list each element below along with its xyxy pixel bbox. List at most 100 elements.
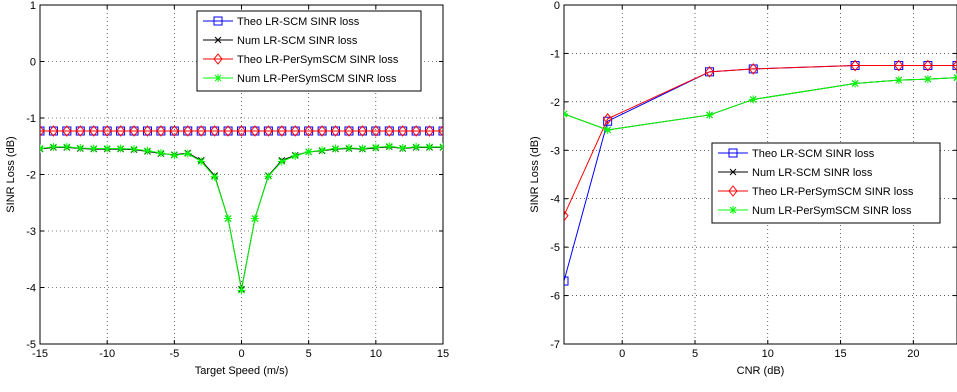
data-point-marker — [331, 144, 340, 153]
x-tick-label: -15 — [32, 348, 48, 360]
legend-swatch-marker — [729, 206, 737, 214]
data-point-marker — [358, 144, 367, 153]
y-tick-label: -3 — [26, 226, 36, 238]
x-tick-label: -10 — [99, 348, 115, 360]
data-point-marker — [384, 125, 394, 137]
series-line — [564, 77, 957, 131]
x-tick-label: 15 — [437, 348, 449, 360]
data-point-marker — [290, 125, 300, 137]
data-point-marker — [62, 125, 72, 137]
data-point-marker — [169, 125, 179, 137]
data-point-marker — [89, 144, 98, 153]
data-point-marker — [40, 125, 45, 137]
x-tick-label: 0 — [619, 348, 625, 360]
data-point-marker — [89, 125, 99, 137]
data-point-marker — [224, 214, 233, 223]
data-point-marker — [76, 143, 85, 152]
legend-swatch-marker — [214, 36, 222, 44]
x-tick-label: 5 — [306, 348, 312, 360]
legend-entry-label: Num LR-SCM SINR loss — [237, 35, 358, 47]
data-point-marker — [749, 95, 758, 104]
legend-swatch-marker — [728, 148, 738, 158]
data-point-marker — [603, 116, 613, 126]
y-tick-label: -4 — [26, 283, 36, 295]
legend-entry-label: Num LR-PerSymSCM SINR loss — [752, 205, 912, 217]
data-point-marker — [277, 125, 287, 137]
data-point-marker — [923, 59, 933, 72]
data-point-marker — [116, 144, 125, 153]
legend-entry-label: Theo LR-SCM SINR loss — [752, 148, 875, 160]
series-line — [564, 65, 957, 216]
data-point-marker — [564, 209, 569, 222]
data-point-marker — [424, 125, 435, 137]
data-point-marker — [603, 113, 613, 125]
legend-swatch-marker — [213, 53, 223, 65]
legend-swatch-marker — [213, 16, 223, 26]
y-tick-label: -4 — [550, 194, 560, 206]
x-tick-label: 10 — [370, 348, 382, 360]
y-tick-label: -2 — [550, 97, 560, 109]
data-point-marker — [103, 144, 112, 153]
y-tick-label: -3 — [550, 145, 560, 157]
y-tick-label: -5 — [26, 339, 36, 351]
y-tick-label: -2 — [26, 170, 36, 182]
legend: Theo LR-SCM SINR loss Num LR-SCM SINR los… — [711, 142, 941, 224]
y-axis-label: SINR Loss (dB) — [5, 136, 17, 212]
data-point-marker — [344, 125, 354, 137]
data-point-marker — [209, 125, 220, 137]
x-axis-label: CNR (dB) — [737, 365, 785, 377]
data-point-marker — [923, 75, 932, 84]
data-point-marker — [344, 143, 353, 152]
data-point-marker — [48, 125, 59, 137]
data-point-marker — [250, 125, 260, 137]
data-point-marker — [357, 125, 368, 137]
x-tick-label: 5 — [692, 348, 698, 360]
data-point-marker — [371, 125, 381, 137]
legend-entry-label: Theo LR-PerSymSCM SINR loss — [237, 54, 399, 66]
series-group — [40, 125, 443, 295]
axes-box — [563, 4, 957, 345]
data-point-marker — [263, 125, 274, 137]
chart-sinr-loss-vs-cnr: 0 5 10 15 20 -7 -6 -5 -4 -3 -2 -1 0 CNR (dB) SINR Loss… — [529, 0, 957, 377]
legend: Theo LR-SCM SINR loss Num LR-SCM SINR los… — [196, 10, 422, 92]
data-point-marker — [398, 125, 408, 137]
data-point-marker — [291, 151, 300, 160]
data-point-marker — [304, 147, 313, 156]
data-point-marker — [156, 125, 166, 137]
data-point-marker — [236, 125, 247, 137]
data-point-marker — [894, 59, 904, 72]
data-point-marker — [75, 125, 85, 137]
data-point-marker — [197, 157, 206, 166]
data-point-marker — [439, 142, 443, 151]
y-tick-label: -5 — [550, 242, 560, 254]
data-point-marker — [183, 149, 192, 158]
data-point-marker — [62, 142, 71, 151]
data-point-marker — [438, 125, 443, 137]
y-tick-label: 0 — [30, 57, 36, 69]
x-tick-label: 10 — [762, 348, 774, 360]
data-point-marker — [317, 125, 327, 137]
legend-entry-label: Num LR-SCM SINR loss — [752, 167, 873, 179]
data-point-marker — [412, 142, 421, 151]
data-point-marker — [318, 146, 327, 155]
data-point-marker — [705, 110, 714, 119]
y-tick-label: 0 — [554, 0, 560, 12]
data-point-marker — [142, 125, 153, 137]
data-point-marker — [183, 125, 193, 137]
y-tick-label: 1 — [30, 0, 36, 12]
data-point-marker — [564, 276, 569, 286]
data-point-marker — [398, 143, 407, 152]
x-tick-label: 0 — [238, 348, 244, 360]
y-tick-label: -6 — [550, 291, 560, 303]
data-point-marker — [129, 125, 139, 137]
data-point-marker — [748, 63, 758, 75]
data-point-marker — [250, 214, 259, 223]
data-point-marker — [425, 142, 434, 151]
x-tick-label: 20 — [907, 348, 919, 360]
data-point-marker — [411, 125, 421, 137]
y-tick-label: -1 — [550, 48, 560, 60]
data-point-marker — [210, 172, 219, 181]
data-point-marker — [603, 125, 612, 134]
